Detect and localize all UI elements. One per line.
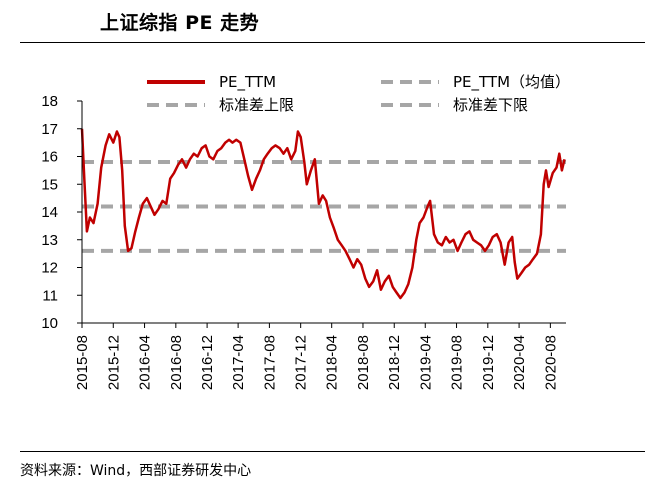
y-tick-label: 13 [41,232,58,249]
source-note: 资料来源：Wind，西部证券研发中心 [20,463,252,479]
x-tick-label: 2017-08 [261,335,278,390]
series-layer [80,128,566,300]
y-tick-label: 14 [41,204,58,221]
x-tick-label: 2018-12 [386,335,403,390]
y-tick-label: 11 [42,287,58,304]
y-tick-label: 10 [41,315,58,332]
chart-title: 上证综指 PE 走势 [100,12,260,34]
y-tick-label: 18 [41,93,58,110]
x-tick-label: 2016-12 [199,335,216,390]
y-tick-label: 16 [41,149,58,166]
y-tick-label: 12 [41,260,58,277]
legend-label-0: PE_TTM [219,73,276,92]
pe-line-chart: PE_TTM PE_TTM（均值）标准差上限 标准差下限 1011121314151… [41,73,570,390]
chart-legend: PE_TTM PE_TTM（均值） 标准差上限 标准差下限 [147,73,570,114]
legend-label-2: 标准差上限 [219,96,294,114]
legend-label-3: 标准差下限 [453,96,528,114]
x-tick-label: 2020-04 [511,335,528,390]
x-tick-label: 2018-04 [324,335,341,390]
x-tick-label: 2020-08 [542,335,559,390]
x-tick-label: 2019-08 [449,335,466,390]
x-tick-label: 2015-12 [105,335,122,390]
y-tick-label: 15 [41,176,58,193]
x-tick-label: 2019-04 [417,335,434,390]
x-tick-label: 2016-08 [168,335,185,390]
x-tick-label: 2016-04 [137,335,154,390]
x-tick-label: 2018-08 [355,335,372,390]
x-tick-label: 2019-12 [480,335,497,390]
chart-axes: 10 11 12 13 14 15 16 17 18 2015-08 2015-12 2016-04 2… [41,93,566,390]
x-tick-label: 2015-08 [74,335,91,390]
y-tick-label: 17 [41,121,58,138]
legend-label-1: PE_TTM（均值） [453,73,570,92]
x-tick-label: 2017-04 [230,335,247,390]
title-divider [20,42,645,43]
pe-ttm-series-line [80,128,566,300]
source-divider [20,451,645,452]
x-tick-label: 2017-12 [293,335,310,390]
